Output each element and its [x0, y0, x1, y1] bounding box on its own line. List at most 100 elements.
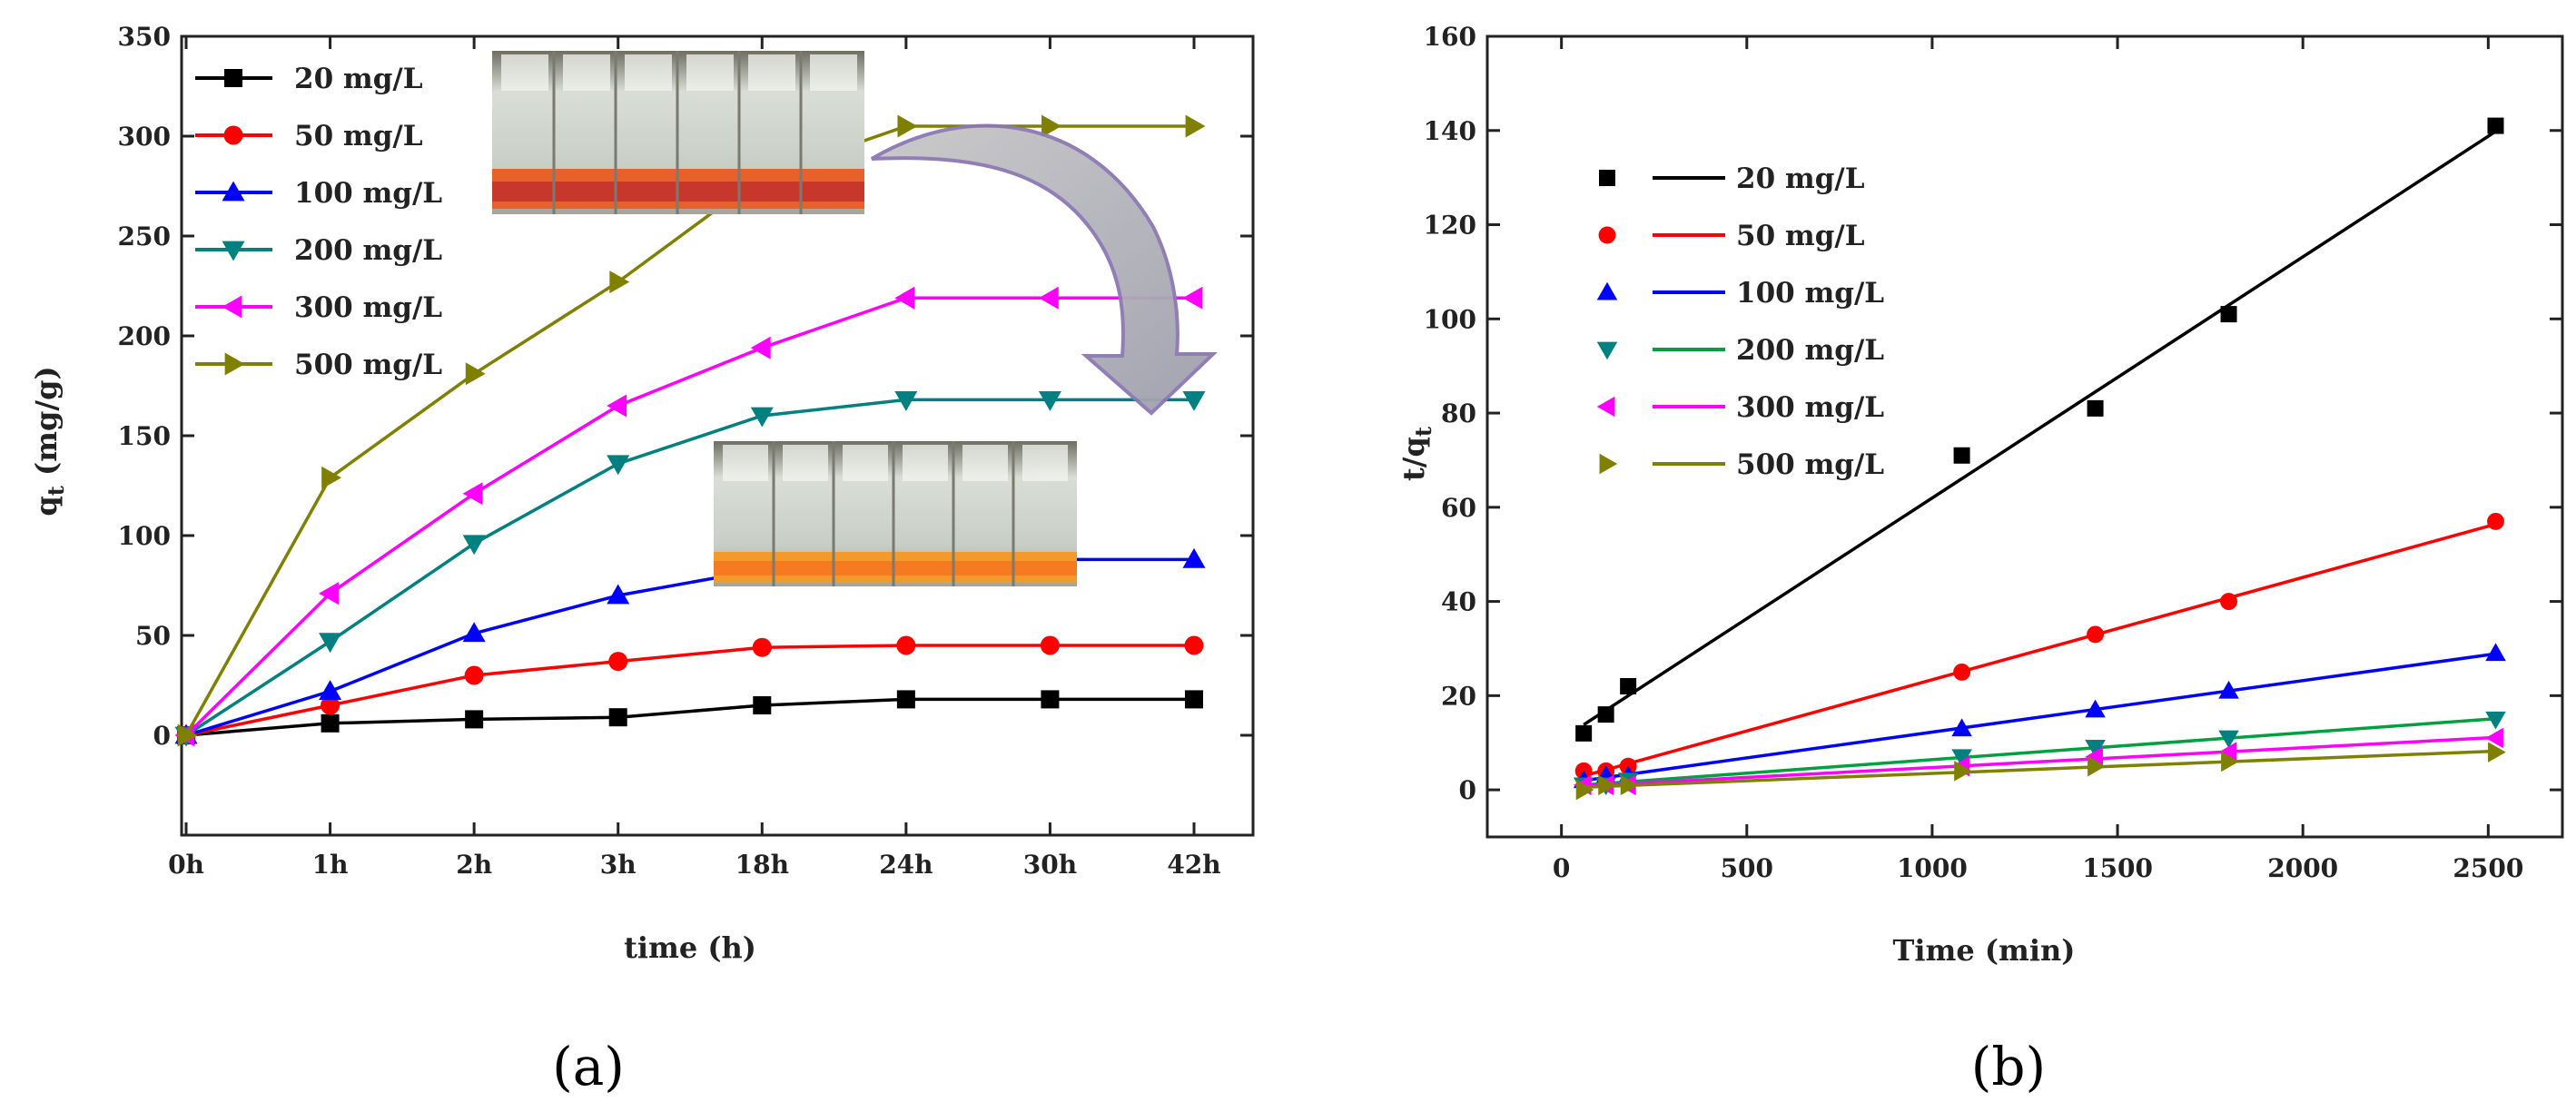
data-point [607, 455, 630, 476]
data-point [462, 482, 483, 506]
data-point [2085, 746, 2104, 768]
data-point [465, 362, 486, 386]
y-tick-label: 40 [1441, 587, 1476, 617]
data-point [1038, 391, 1061, 411]
x-tick-label: 42h [1167, 850, 1220, 880]
legend-marker [1598, 226, 1616, 244]
legend-label: 20 mg/L [294, 63, 423, 95]
series-100-mg-L [1573, 643, 2506, 789]
x-tick-label: 30h [1023, 850, 1077, 880]
data-point [2218, 680, 2239, 699]
legend-label: 100 mg/L [1736, 277, 1884, 310]
legend-marker [224, 352, 245, 376]
y-tick-label: 0 [153, 721, 171, 751]
data-point [319, 633, 342, 654]
y-tick-label: 350 [118, 22, 171, 52]
x-tick-label: 18h [735, 850, 789, 880]
data-point [1182, 391, 1206, 411]
data-point [609, 271, 630, 294]
data-point [1575, 779, 1594, 801]
panel-b-plot-frame [1485, 34, 2564, 839]
data-point [321, 713, 340, 733]
data-point [750, 407, 774, 428]
panel-b-series [1573, 117, 2506, 801]
data-point [2221, 751, 2239, 772]
panel-a-y-axis-title: qt (mg/g) [29, 366, 69, 516]
data-point [1951, 749, 1972, 768]
series-line [185, 398, 1194, 737]
data-point [464, 665, 484, 685]
data-point [2085, 739, 2106, 758]
x-tick-label: 24h [879, 850, 933, 880]
legend-label: 50 mg/L [1736, 220, 1865, 252]
series-line [185, 644, 1194, 737]
series-line [185, 697, 1194, 737]
data-point [1598, 774, 1616, 796]
data-point [1620, 677, 1637, 694]
data-point [750, 336, 771, 359]
data-point [2085, 699, 2106, 718]
data-point [321, 466, 342, 489]
legend-label: 500 mg/L [1736, 448, 1884, 481]
data-point [607, 394, 627, 418]
panel-a-legend: 20 mg/L 50 mg/L 100 mg/L 200 mg/L 300 mg/L 50… [195, 63, 442, 381]
y-tick-label: 80 [1441, 398, 1476, 428]
legend-label: 50 mg/L [294, 120, 423, 153]
data-point [2485, 643, 2506, 662]
legend-marker [1599, 170, 1615, 186]
data-point [1182, 286, 1203, 310]
x-tick-label: 3h [600, 850, 637, 880]
data-point [2487, 512, 2504, 530]
y-tick-label: 200 [118, 321, 171, 351]
data-point [319, 680, 342, 700]
x-tick-label: 1500 [2082, 853, 2153, 883]
fit-line [1584, 716, 2496, 787]
data-point [2485, 711, 2506, 730]
data-point [2218, 742, 2236, 763]
data-point [1954, 761, 1972, 782]
series-20-mg-L [177, 690, 1203, 744]
data-point [2487, 117, 2504, 134]
x-tick-label: 0h [168, 850, 204, 880]
vials-after-photo [714, 441, 1077, 586]
y-tick-label: 100 [1424, 304, 1476, 334]
panel-a-axes: 0 50 100 150 200 250 300 350 0h 1h 2h 3h 18h 24h 30h 42… [118, 22, 1255, 880]
legend-label: 100 mg/L [294, 177, 442, 210]
data-point [1182, 547, 1206, 568]
data-point [896, 690, 915, 709]
series-500-mg-L [1575, 742, 2506, 801]
data-point [319, 582, 339, 605]
data-point [1951, 718, 1972, 737]
data-point [2220, 593, 2238, 611]
y-tick-label: 250 [118, 221, 171, 251]
y-tick-label: 20 [1441, 681, 1476, 711]
data-point [2488, 742, 2506, 763]
data-point [321, 695, 341, 715]
data-point [1953, 663, 1971, 681]
data-point [1185, 114, 1206, 138]
y-tick-label: 160 [1424, 22, 1476, 52]
legend-marker [224, 69, 242, 87]
legend-marker [222, 181, 245, 202]
series-20-mg-L [1575, 117, 2504, 742]
legend-marker [1599, 453, 1618, 475]
panel-b-y-axis-title: t/qt [1397, 427, 1436, 481]
data-point [1184, 635, 1204, 655]
panel-a-kinetics-chart: 0 50 100 150 200 250 300 350 0h 1h 2h 3h 18h 24h 30h 42… [29, 22, 1255, 1097]
fit-line [1583, 652, 2496, 782]
curved-arrow [870, 123, 1218, 416]
y-tick-label: 50 [135, 621, 171, 651]
data-point [465, 710, 484, 729]
legend-label: 20 mg/L [1736, 162, 1865, 195]
data-point [1597, 706, 1614, 723]
fit-line [1583, 130, 2497, 726]
legend-label: 200 mg/L [294, 234, 442, 267]
data-point [1185, 690, 1203, 709]
legend-marker [1596, 281, 1618, 300]
data-point [1038, 286, 1059, 310]
data-point [607, 584, 630, 605]
data-point [2087, 625, 2105, 644]
data-point [2485, 727, 2503, 749]
data-point [753, 696, 772, 714]
